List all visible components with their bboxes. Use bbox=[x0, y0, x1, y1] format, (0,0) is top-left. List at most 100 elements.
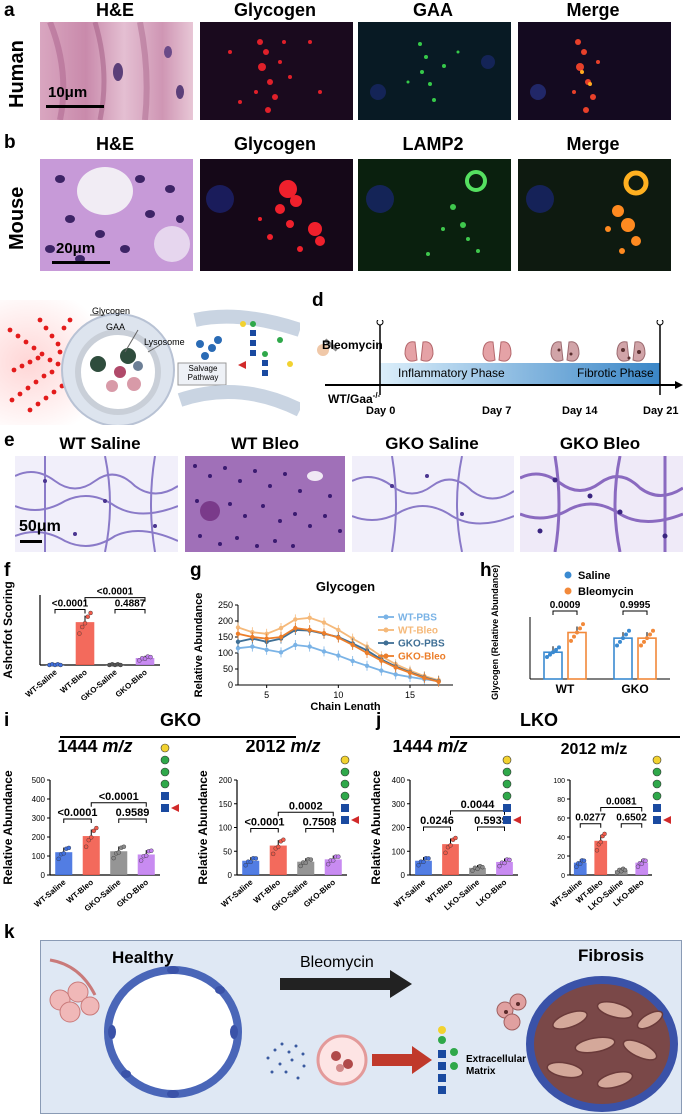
glycan-j2 bbox=[652, 755, 671, 824]
y-tick-label: 200 bbox=[32, 833, 46, 842]
glycan-glcnac bbox=[161, 792, 169, 800]
series-point bbox=[321, 649, 327, 654]
scale-label-a: 10μm bbox=[48, 84, 88, 101]
data-point bbox=[639, 861, 644, 866]
data-point bbox=[578, 861, 583, 866]
series-point bbox=[350, 642, 355, 648]
panel-label-a: a bbox=[4, 0, 15, 21]
y-axis-label: Ashcrfot Scoring bbox=[1, 581, 15, 678]
glycan-glcnac bbox=[341, 816, 349, 824]
pvalue-bleo: <0.0001 bbox=[97, 587, 134, 598]
y-axis-label: Total Glycogen (Relative Abundance) bbox=[490, 565, 500, 700]
data-point bbox=[574, 864, 579, 869]
header-lko-line bbox=[450, 736, 680, 738]
row-label-mouse: Mouse bbox=[6, 186, 28, 250]
panel-label-e: e bbox=[4, 430, 15, 451]
data-point bbox=[622, 867, 628, 873]
label-genotype: WT/Gaa-/- bbox=[328, 391, 380, 406]
data-point bbox=[470, 868, 475, 873]
pvalue-ko: 0.9589 bbox=[116, 807, 150, 819]
data-point bbox=[298, 863, 303, 869]
data-point bbox=[551, 650, 555, 655]
header-lko: LKO bbox=[520, 710, 558, 730]
data-point bbox=[594, 848, 600, 853]
pvalue-wt-bracket bbox=[250, 827, 279, 833]
row-label-human: Human bbox=[6, 40, 28, 108]
data-point bbox=[303, 860, 308, 865]
glycan-i2 bbox=[340, 755, 359, 824]
lamp2-image-mouse bbox=[358, 159, 511, 271]
pvalue-bleo-bracket bbox=[90, 802, 147, 807]
chart-i1: 0 100 200 300 400 500 Relative Abundance WT-Sal… bbox=[1, 740, 179, 913]
y-tick-label: 300 bbox=[32, 814, 46, 823]
glycan-fucose bbox=[171, 804, 179, 812]
series-point bbox=[364, 663, 370, 668]
series-point bbox=[250, 644, 255, 649]
data-point bbox=[557, 645, 561, 650]
y-tick-label: 0 bbox=[561, 873, 565, 880]
label-gaa: GAA bbox=[106, 322, 126, 332]
series-point bbox=[278, 650, 284, 655]
label-day0: Day 0 bbox=[366, 405, 396, 417]
glycan-galactose bbox=[340, 755, 350, 765]
glycan-galactose bbox=[652, 755, 662, 765]
pvalue-wt-bracket bbox=[63, 818, 92, 823]
data-point bbox=[270, 851, 276, 857]
pvalue-bleo: 0.0081 bbox=[606, 797, 637, 808]
pvalue-ko-bracket bbox=[477, 826, 505, 832]
scale-label-b: 20μm bbox=[56, 240, 96, 257]
data-point bbox=[331, 858, 336, 863]
y-tick-label: 0 bbox=[228, 680, 233, 690]
data-point bbox=[575, 630, 579, 635]
data-point bbox=[645, 636, 649, 641]
series-point bbox=[393, 665, 398, 670]
data-point bbox=[475, 866, 480, 872]
data-point bbox=[545, 655, 549, 660]
data-point bbox=[121, 844, 127, 849]
category-label: GKO-Bleo bbox=[114, 668, 149, 700]
panel-label-k: k bbox=[4, 922, 15, 943]
glycan-j1 bbox=[502, 755, 521, 824]
bar-gko-bleo bbox=[135, 658, 155, 665]
pvalue-wt: <0.0001 bbox=[52, 599, 89, 610]
y-tick-label: 400 bbox=[32, 795, 46, 804]
glycan-glucose bbox=[502, 767, 512, 777]
glycan-glucose bbox=[340, 791, 350, 801]
pvalue-ko: 0.4887 bbox=[115, 599, 146, 610]
series-point bbox=[436, 679, 441, 684]
category-label: WT bbox=[556, 682, 575, 696]
data-point bbox=[507, 857, 512, 863]
y-axis-label: Relative Abundance bbox=[370, 770, 383, 885]
merge-image-mouse bbox=[518, 159, 671, 271]
glycan-glucose bbox=[652, 791, 662, 801]
pvalue-ko-bracket bbox=[118, 818, 147, 823]
data-point bbox=[308, 857, 314, 862]
col-title-lamp2-b: LAMP2 bbox=[402, 134, 464, 154]
bar-wt-bleo bbox=[82, 836, 100, 875]
e-title-wt-bleo: WT Bleo bbox=[231, 434, 299, 453]
legend-marker bbox=[564, 587, 572, 595]
panel-label-h: h bbox=[480, 560, 492, 581]
data-point bbox=[118, 662, 123, 668]
glycan-glcnac bbox=[653, 804, 661, 812]
data-point bbox=[248, 859, 253, 865]
series-point bbox=[321, 620, 327, 625]
legend-label: Bleomycin bbox=[578, 586, 634, 598]
series-point bbox=[379, 658, 384, 663]
series-point bbox=[235, 625, 241, 630]
y-axis-label: Relative Abundance bbox=[1, 770, 15, 885]
glycan-glucose bbox=[160, 755, 170, 765]
glycogen-image-human bbox=[200, 22, 353, 120]
series-point bbox=[235, 646, 241, 651]
data-point bbox=[554, 647, 558, 652]
col-title-merge-a: Merge bbox=[566, 0, 620, 20]
y-tick-label: 500 bbox=[32, 776, 46, 785]
label-day14: Day 14 bbox=[562, 405, 598, 417]
data-point bbox=[426, 856, 431, 861]
series-point bbox=[235, 639, 241, 644]
y-tick-label: 150 bbox=[218, 632, 233, 642]
legend-marker bbox=[383, 614, 389, 620]
bar-gko-saline bbox=[110, 851, 128, 875]
label-day21: Day 21 bbox=[643, 405, 679, 417]
chart-title: 1444 m/z bbox=[57, 740, 132, 756]
